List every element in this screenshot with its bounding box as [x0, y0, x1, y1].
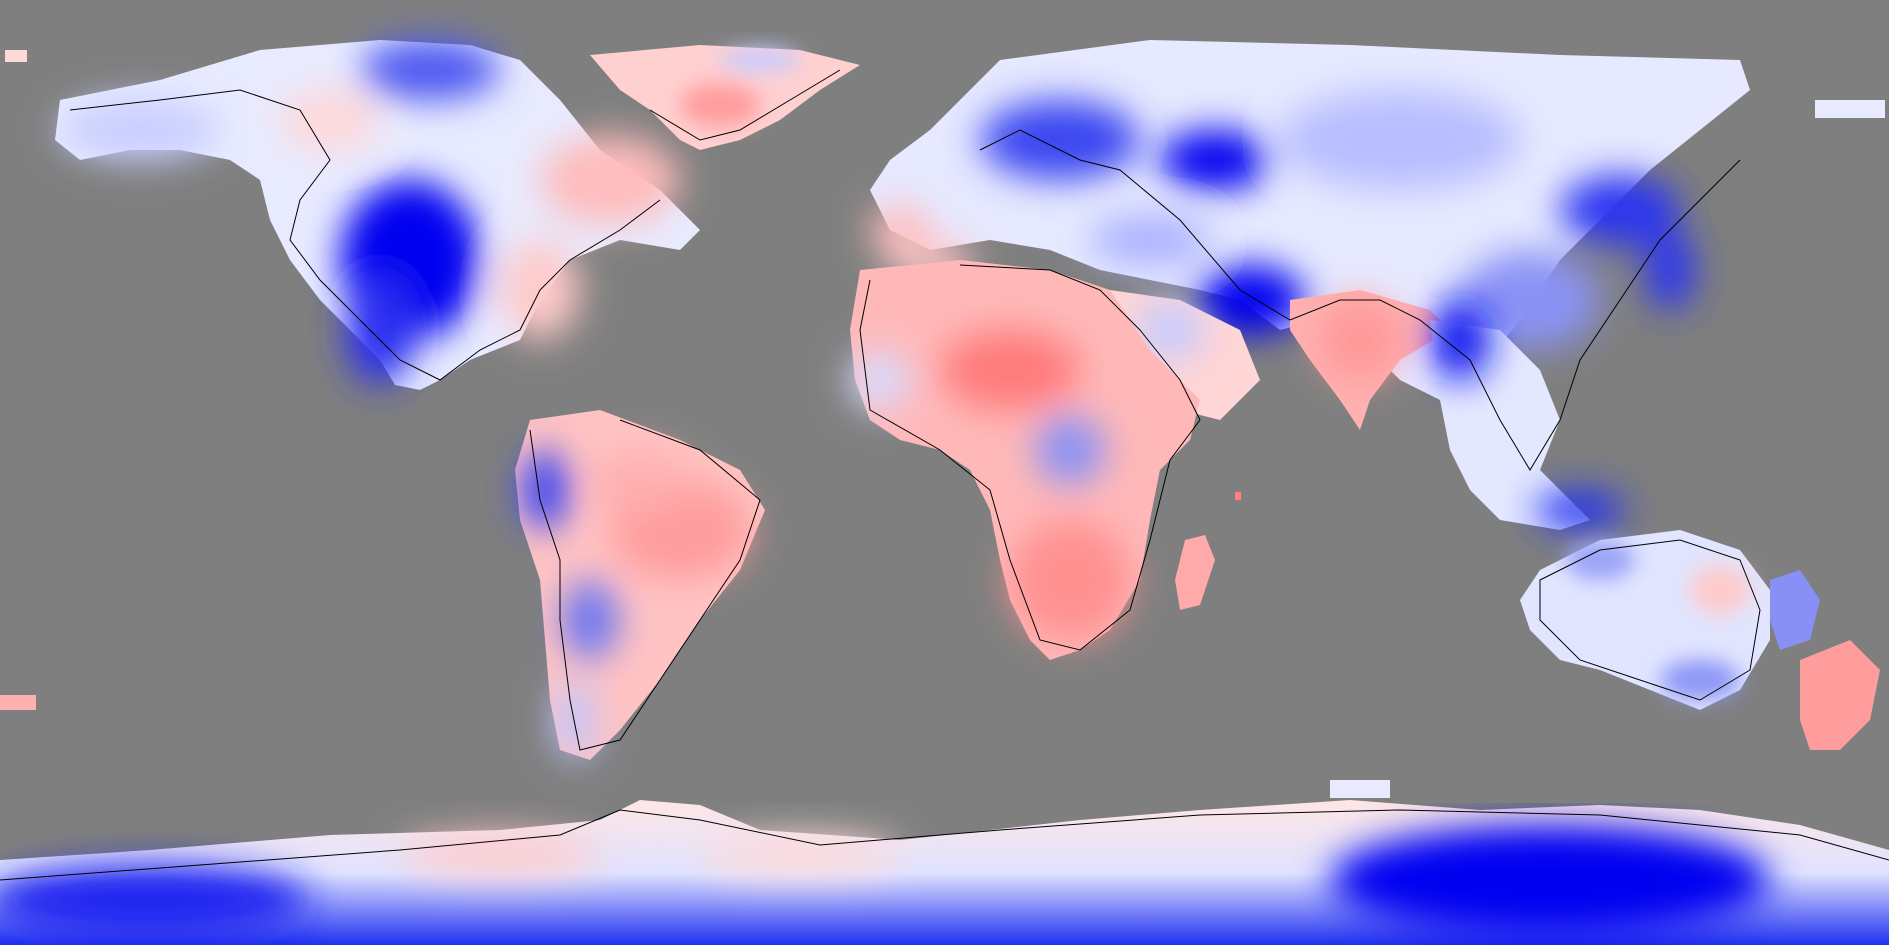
siberia-cool	[1280, 90, 1520, 190]
weddell-warm	[700, 835, 900, 875]
northwest-australia-cool	[1565, 540, 1635, 580]
southeast-australia-cool	[1660, 660, 1740, 700]
australia	[1520, 530, 1880, 750]
india-warm-core	[1320, 300, 1400, 380]
north-america	[55, 40, 700, 390]
central-asia-cold	[1195, 265, 1305, 335]
island-patch	[0, 695, 36, 710]
antarctica-coast	[0, 809, 1889, 881]
australia-coast	[1539, 539, 1761, 701]
eurasia	[870, 40, 1750, 400]
southwest-cold	[345, 275, 415, 385]
kazakh-cool	[1090, 215, 1210, 265]
iberia-warm	[870, 205, 930, 255]
africa	[850, 260, 1215, 660]
south-asia	[1110, 290, 1625, 530]
coastlines	[0, 69, 1889, 881]
new-zealand-landmass	[1800, 640, 1880, 750]
eastern-canada-warm	[540, 135, 680, 225]
southern-tip-cool	[555, 680, 595, 760]
arctic-canada-cold	[360, 40, 500, 100]
hudson-warm	[280, 90, 380, 150]
greenland-coast	[649, 69, 841, 141]
greenland	[590, 45, 860, 150]
small-islands	[0, 50, 1885, 798]
north-america-coast	[69, 89, 661, 381]
greenland-north-cool	[720, 48, 800, 72]
scandinavia-cold	[980, 100, 1140, 180]
bengal-cold	[1430, 300, 1490, 380]
antarctica	[0, 800, 1889, 945]
island-patch	[1815, 100, 1885, 118]
island-patch	[1235, 492, 1241, 500]
patagonia-cool	[562, 580, 618, 660]
africa-coast	[859, 264, 1201, 651]
japan-cold	[1645, 230, 1695, 310]
ural-cold-core	[1160, 130, 1270, 190]
madagascar-landmass	[1175, 535, 1215, 610]
south-america-coast	[529, 419, 761, 751]
west-africa-cool	[850, 350, 910, 410]
west-antarctica-cold	[0, 865, 310, 935]
central-africa-cool	[1035, 415, 1105, 485]
island-patch	[5, 50, 27, 62]
alaska-cool	[60, 100, 220, 160]
new-caledonia-landmass	[1770, 570, 1820, 650]
andes-cold	[520, 450, 570, 530]
east-antarctica-cold-core	[1330, 825, 1770, 935]
eurasia-coast	[979, 129, 1741, 471]
amazon-warm	[590, 450, 690, 510]
island-patch	[1330, 780, 1390, 798]
china-cool	[1460, 250, 1600, 350]
queensland-warm	[1690, 565, 1750, 615]
south-america	[515, 410, 765, 760]
indonesia-cold	[1535, 490, 1625, 530]
greenland-warm-core	[680, 83, 760, 127]
east-siberia-cold	[1560, 175, 1680, 245]
southern-africa-warm	[1010, 520, 1130, 640]
sahara-warm-core	[940, 330, 1080, 410]
